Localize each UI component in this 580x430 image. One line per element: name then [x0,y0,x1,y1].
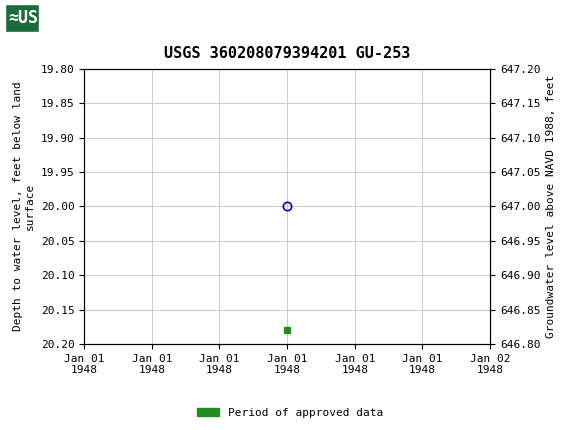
Text: ≈USGS: ≈USGS [9,9,59,27]
Y-axis label: Groundwater level above NAVD 1988, feet: Groundwater level above NAVD 1988, feet [546,75,556,338]
Title: USGS 360208079394201 GU-253: USGS 360208079394201 GU-253 [164,46,410,61]
Legend: Period of approved data: Period of approved data [193,403,387,422]
FancyBboxPatch shape [5,4,39,32]
Y-axis label: Depth to water level, feet below land
surface: Depth to water level, feet below land su… [13,82,35,331]
